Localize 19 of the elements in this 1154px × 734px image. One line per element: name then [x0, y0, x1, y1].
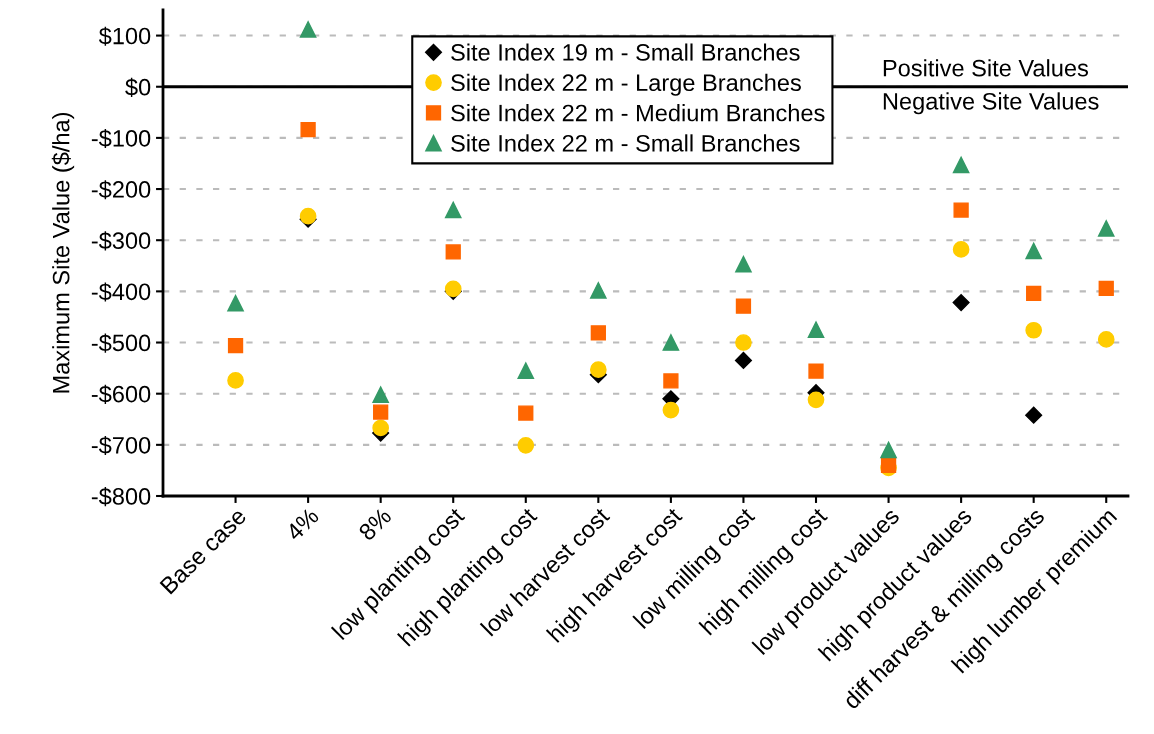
legend-label: Site Index 22 m - Medium Branches [451, 104, 825, 122]
y-tick-label: $0 [125, 77, 151, 97]
annotation: Positive Site Values [883, 59, 1088, 77]
x-tick-label: 8% [357, 506, 393, 542]
y-tick-label: -$200 [91, 180, 151, 200]
y-axis-title: Maximum Site Value ($/ha) [51, 112, 75, 393]
annotation: Negative Site Values [883, 92, 1099, 115]
y-tick-label: -$100 [91, 128, 151, 149]
y-tick-label: $100 [98, 26, 151, 46]
x-tick-label: 4% [284, 506, 320, 542]
y-tick-label: -$800 [91, 487, 151, 507]
y-tick-label: -$600 [91, 384, 151, 404]
legend-label: Site Index 22 m - Small Branches [451, 134, 800, 152]
y-tick-label: -$700 [91, 435, 151, 456]
legend-label: Site Index 22 m - Large Branches [451, 73, 801, 96]
y-tick-label: -$500 [91, 333, 151, 353]
y-tick-label: -$400 [91, 282, 151, 302]
legend-label: Site Index 19 m - Small Branches [451, 43, 800, 61]
y-tick-label: -$300 [91, 231, 151, 251]
